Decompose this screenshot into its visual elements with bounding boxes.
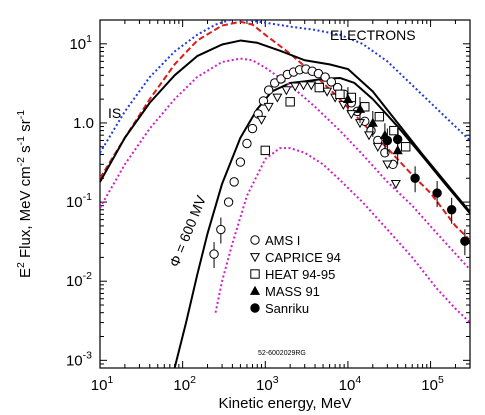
point-caprice-94 <box>290 82 301 92</box>
legend-label: AMS I <box>265 233 300 248</box>
point-ams-i <box>235 157 246 167</box>
legend-marker-0 <box>250 235 260 245</box>
point-ams-i <box>326 77 337 87</box>
y-axis-title: E2 Flux, MeV cm-2 s-1 sr-1 <box>15 110 34 278</box>
point-heat-94-95 <box>335 89 345 100</box>
point-mass-91 <box>354 103 366 113</box>
point-caprice-94 <box>281 86 292 96</box>
point-ams-i <box>242 138 252 149</box>
point-heat-94-95 <box>400 142 411 152</box>
point-caprice-94 <box>372 142 383 152</box>
y-tick-label: 10-3 <box>66 349 92 369</box>
tick-labels: 101 102 103 104 105 10-3 10-2 10-1 1.0 101 <box>66 33 444 394</box>
legend-label: Sanriku <box>265 301 309 316</box>
point-caprice-94 <box>382 160 393 170</box>
point-caprice-94 <box>390 179 401 190</box>
point-ams-i <box>264 85 274 95</box>
legend-marker-4 <box>250 303 260 313</box>
point-heat-94-95 <box>374 111 385 122</box>
point-heat-94-95 <box>285 97 295 107</box>
point-mass-91 <box>367 117 378 127</box>
point-sanriku <box>410 173 420 183</box>
x-tick-label: 105 <box>421 374 444 394</box>
point-caprice-94 <box>256 115 267 125</box>
curve-black-solid-is <box>100 39 470 213</box>
point-ams-i <box>320 72 330 82</box>
curve-magenta-dotted-lower <box>214 147 470 324</box>
curve-blue-dotted <box>100 20 470 154</box>
y-tick-label: 1.0 <box>73 115 94 132</box>
y-tick-label: 10-2 <box>66 270 92 290</box>
x-tick-label: 104 <box>339 374 362 394</box>
legend: AMS I CAPRICE 94 HEAT 94-95 MASS 91 Sanriku <box>249 233 341 316</box>
x-tick-label: 102 <box>173 374 196 394</box>
point-heat-94-95 <box>314 82 324 93</box>
plot-frame <box>99 19 471 369</box>
point-ams-i <box>229 177 239 187</box>
point-ams-i <box>209 249 219 259</box>
point-caprice-94 <box>298 81 309 91</box>
legend-label: CAPRICE 94 <box>265 250 341 265</box>
point-caprice-94 <box>263 102 274 113</box>
x-tick-label: 103 <box>256 374 279 394</box>
point-ams-i <box>247 123 258 134</box>
y-tick-label: 10-1 <box>66 191 92 211</box>
point-heat-94-95 <box>260 145 270 156</box>
annotation-electrons: ELECTRONS <box>330 27 416 43</box>
legend-marker-1 <box>249 253 261 263</box>
point-sanriku <box>382 135 393 146</box>
legend-marker-2 <box>250 269 260 279</box>
curve-black-solid-modulated <box>173 76 470 368</box>
data-points <box>209 64 470 269</box>
legend-marker-3 <box>249 285 261 295</box>
point-caprice-94 <box>363 131 375 141</box>
legend-label: HEAT 94-95 <box>265 267 335 282</box>
x-axis-title: Kinetic energy, MeV <box>218 395 351 412</box>
point-ams-i <box>223 197 234 207</box>
legend-label: MASS 91 <box>265 284 320 299</box>
point-caprice-94 <box>272 93 283 103</box>
point-caprice-94 <box>346 110 357 120</box>
annotation-phi: Φ = 600 MV <box>166 193 209 269</box>
point-ams-i <box>216 224 226 235</box>
point-caprice-94 <box>338 100 349 110</box>
point-sanriku <box>446 205 457 215</box>
point-sanriku <box>432 188 442 198</box>
point-sanriku <box>392 134 403 145</box>
figure-id: 52-6002029RG <box>258 350 306 357</box>
y-tick-label: 101 <box>69 33 92 53</box>
point-sanriku <box>460 236 470 246</box>
point-caprice-94 <box>322 87 333 97</box>
point-heat-94-95 <box>389 125 399 136</box>
point-mass-91 <box>342 93 353 103</box>
x-tick-label: 101 <box>91 374 114 394</box>
point-caprice-94 <box>306 81 317 91</box>
annotation-is: IS <box>108 105 121 121</box>
point-ams-i <box>276 74 286 84</box>
curve-red-dashed <box>100 20 470 241</box>
